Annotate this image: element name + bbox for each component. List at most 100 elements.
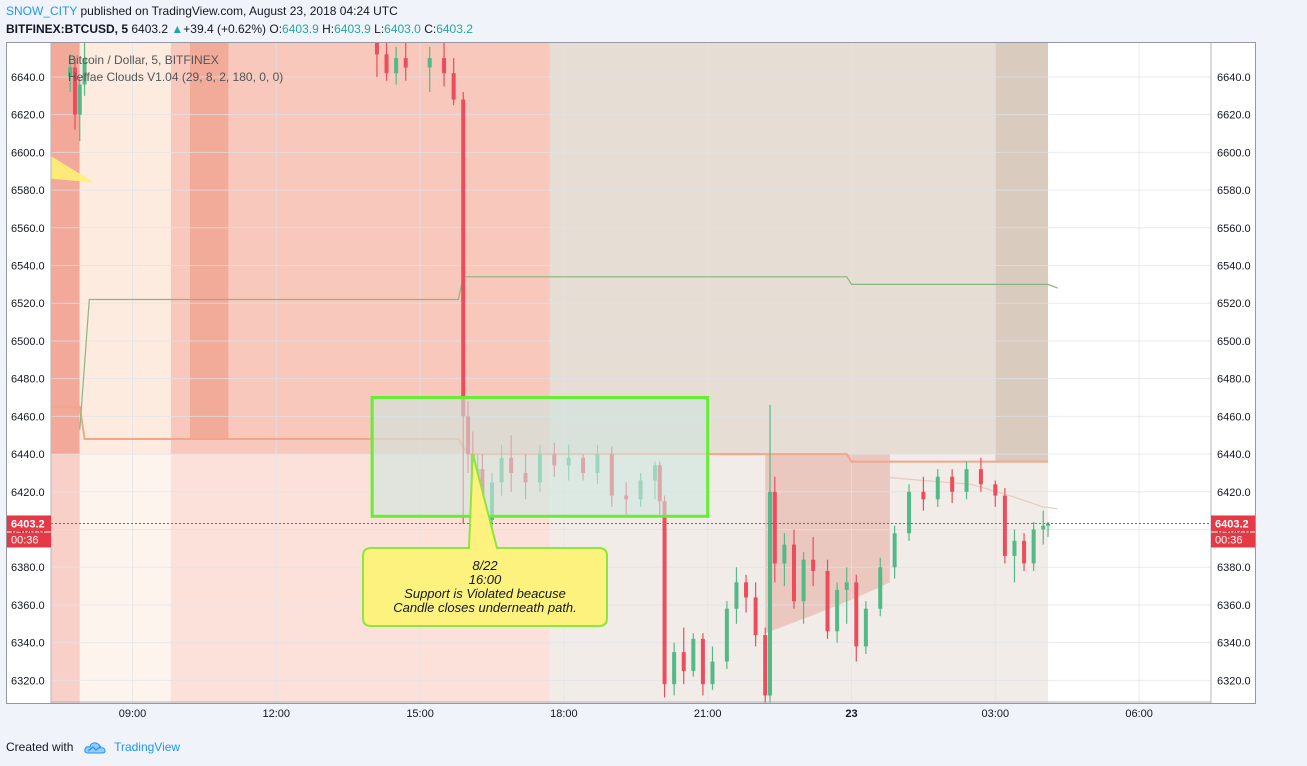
candle-body-2	[77, 84, 82, 115]
callout-bubble	[362, 453, 608, 627]
y-tick-label-right: 6360.0	[1217, 600, 1251, 612]
published-text: published on TradingView.com, August 23,…	[80, 4, 398, 18]
candles-layer	[68, 43, 1051, 703]
candle-body-57	[950, 476, 955, 492]
x-tick-label: 03:00	[982, 708, 1010, 720]
candle-body-1	[72, 67, 77, 115]
y-tick-label-left: 6440.0	[11, 449, 45, 461]
y-tick-label-left: 6580.0	[11, 185, 45, 197]
candle-body-61	[1002, 495, 1007, 556]
x-tick-label: 18:00	[550, 708, 578, 720]
yellow-wedge	[51, 156, 95, 183]
price-axis: 6320.0 6320.0 6340.0 6340.0 6360.0 6360.0 6380…	[7, 43, 1255, 703]
y-tick-label-left: 6500.0	[11, 336, 45, 348]
cloud-zone-dark-end	[995, 43, 1049, 462]
tradingview-cloud-icon	[84, 742, 106, 754]
author-link[interactable]: SNOW_CITY	[6, 4, 78, 18]
open-value: 6403.9	[282, 22, 319, 36]
ohlc-line: BITFINEX:BTCUSD, 5 6403.2 ▲+39.4 (+0.62%…	[6, 22, 473, 36]
y-tick-label-right: 6500.0	[1217, 336, 1251, 348]
y-tick-label-left: 6360.0	[11, 600, 45, 612]
chart-frame[interactable]: 6320.0 6320.0 6340.0 6340.0 6360.0 6360.0 6380…	[6, 42, 1256, 720]
candle-body-59	[978, 469, 983, 485]
candle-body-53	[892, 533, 897, 568]
close-value: 6403.2	[436, 22, 473, 36]
callout-line-detail: Candle closes underneath path.	[393, 600, 577, 615]
y-tick-label-right: 6520.0	[1217, 298, 1251, 310]
candle-body-32	[681, 652, 686, 671]
low-label: L:	[374, 22, 385, 36]
candle-body-39	[753, 597, 758, 636]
candle-body-51	[863, 608, 868, 647]
x-tick-label: 23	[845, 708, 857, 720]
candle-body-3	[82, 58, 87, 85]
x-tick-label: 15:00	[406, 708, 434, 720]
high-label: H:	[322, 22, 335, 36]
candle-body-48	[835, 589, 840, 632]
cloud-zone-3	[549, 43, 1049, 455]
candle-body-54	[907, 491, 912, 534]
legend-title: Bitcoin / Dollar, 5, BITFINEX	[68, 53, 219, 67]
candle-body-34	[700, 638, 705, 685]
candle-body-7	[403, 58, 408, 68]
high-value: 6403.9	[334, 22, 371, 36]
candle-body-56	[935, 476, 940, 500]
legend-indicator: Heffae Clouds V1.04 (29, 8, 2, 180, 0, 0…	[68, 70, 284, 84]
symbol-label: BITFINEX:BTCUSD, 5	[6, 22, 129, 36]
x-tick-label: 21:00	[694, 708, 722, 720]
candlestick-chart[interactable]: 6320.0 6320.0 6340.0 6340.0 6360.0 6360.0 6380…	[7, 43, 1255, 720]
y-tick-label-left: 6620.0	[11, 110, 45, 122]
callout-line-date: 8/22	[472, 558, 498, 573]
y-tick-label-right: 6320.0	[1217, 675, 1251, 687]
y-tick-label-right: 6340.0	[1217, 638, 1251, 650]
candle-body-38	[744, 582, 749, 598]
candle-body-6	[394, 58, 399, 74]
tradingview-link[interactable]: TradingView	[114, 740, 181, 754]
x-tick-label: 09:00	[119, 708, 147, 720]
y-tick-label-right: 6480.0	[1217, 374, 1251, 386]
x-tick-label: 12:00	[263, 708, 291, 720]
last-price-tag-bg	[1211, 515, 1255, 532]
y-tick-label-right: 6600.0	[1217, 147, 1251, 159]
candle-body-43	[782, 544, 787, 564]
candle-body-42	[772, 491, 777, 564]
candle-body-55	[921, 491, 926, 500]
candle-body-66	[1046, 523, 1051, 526]
last-price: 6403.2	[131, 22, 169, 36]
cloud-shadow	[765, 454, 890, 634]
candle-body-62	[1012, 540, 1017, 556]
y-tick-label-left: 6480.0	[11, 374, 45, 386]
candle-body-60	[993, 484, 998, 496]
low-value: 6403.0	[384, 22, 421, 36]
x-tick-label: 06:00	[1125, 708, 1153, 720]
footer: Created with TradingView	[6, 740, 180, 755]
callout-text: 8/22 16:00 Support is Violated beacuse C…	[363, 559, 607, 615]
candle-body-37	[734, 582, 739, 609]
cloud-zone-1	[79, 43, 171, 455]
y-tick-label-left: 6340.0	[11, 638, 45, 650]
last-price-tag: 6403.2	[1215, 518, 1249, 530]
y-tick-label-right: 6420.0	[1217, 487, 1251, 499]
y-tick-label-right: 6460.0	[1217, 411, 1251, 423]
candle-body-47	[825, 571, 830, 632]
candle-body-44	[791, 544, 796, 602]
cloud-zone-2	[170, 43, 550, 455]
candle-body-45	[801, 559, 806, 602]
y-tick-label-left: 6420.0	[11, 487, 45, 499]
up-triangle-icon: ▲	[171, 22, 184, 36]
candle-body-64	[1031, 529, 1036, 564]
close-label: C:	[424, 22, 437, 36]
y-tick-label-right: 6560.0	[1217, 223, 1251, 235]
cloud-zone-lower-1	[79, 454, 171, 703]
open-label: O:	[269, 22, 283, 36]
y-tick-label-left: 6320.0	[11, 675, 45, 687]
support-annotation-box	[370, 396, 710, 518]
candle-body-40	[763, 635, 768, 696]
last-price-tag-bg	[7, 515, 51, 532]
cloud-zone-dark-band	[190, 43, 229, 439]
countdown-tag: 00:36	[11, 534, 39, 546]
countdown-tag-bg	[1211, 532, 1255, 548]
countdown-tag: 00:36	[1215, 534, 1243, 546]
cloud-zone-lower-0	[51, 454, 80, 703]
zone-layer	[51, 43, 1049, 703]
